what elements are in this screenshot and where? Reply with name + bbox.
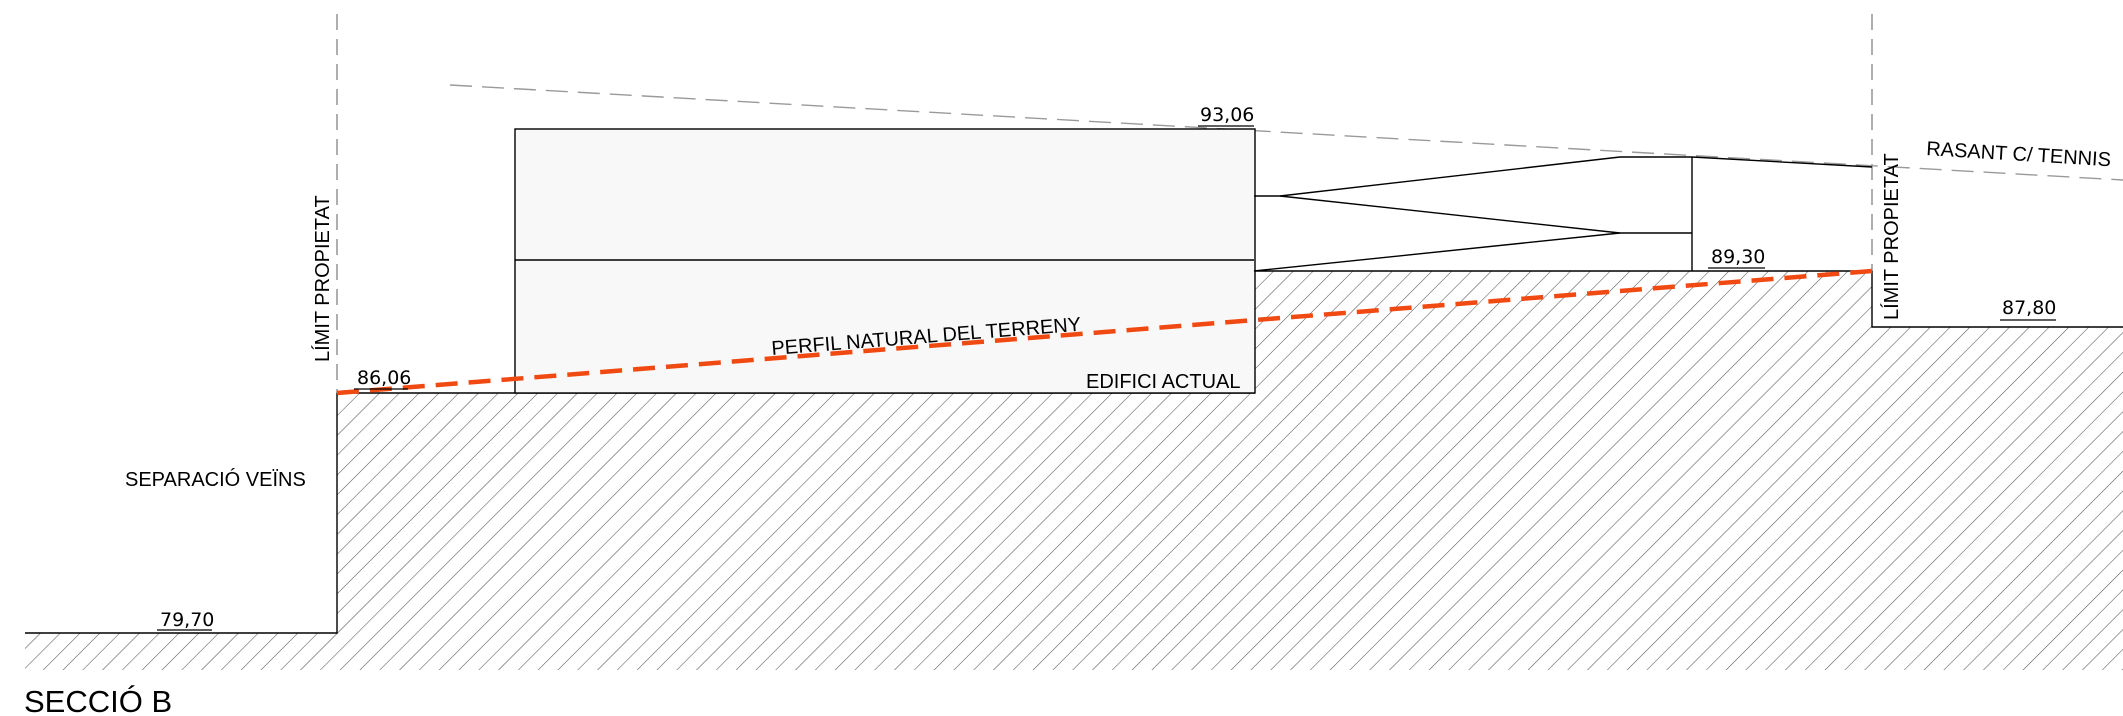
terrain-profile-line — [336, 268, 1873, 396]
existing-building — [514, 128, 1256, 394]
level-street: 87,80 — [2002, 297, 2056, 319]
limit-label-left: LÍMIT PROPIETAT — [311, 195, 334, 362]
building-label: EDIFICI ACTUAL — [1086, 371, 1240, 393]
ramp-structure — [1253, 156, 1873, 272]
limit-label-right: LÍMIT PROPIETAT — [1880, 153, 1903, 320]
section-title: SECCIÓ B — [24, 684, 172, 716]
street-grade-line — [449, 84, 2123, 181]
rasant-label: RASANT C/ TENNIS — [1926, 138, 2112, 171]
level-terrace: 89,30 — [1711, 246, 1765, 268]
level-plot-left: 86,06 — [357, 367, 411, 389]
level-neighbour: 79,70 — [160, 609, 214, 631]
ground-hatch — [25, 271, 2123, 670]
level-top-building: 93,06 — [1200, 104, 1254, 126]
neighbour-separation-label: SEPARACIÓ VEÏNS — [125, 468, 306, 491]
